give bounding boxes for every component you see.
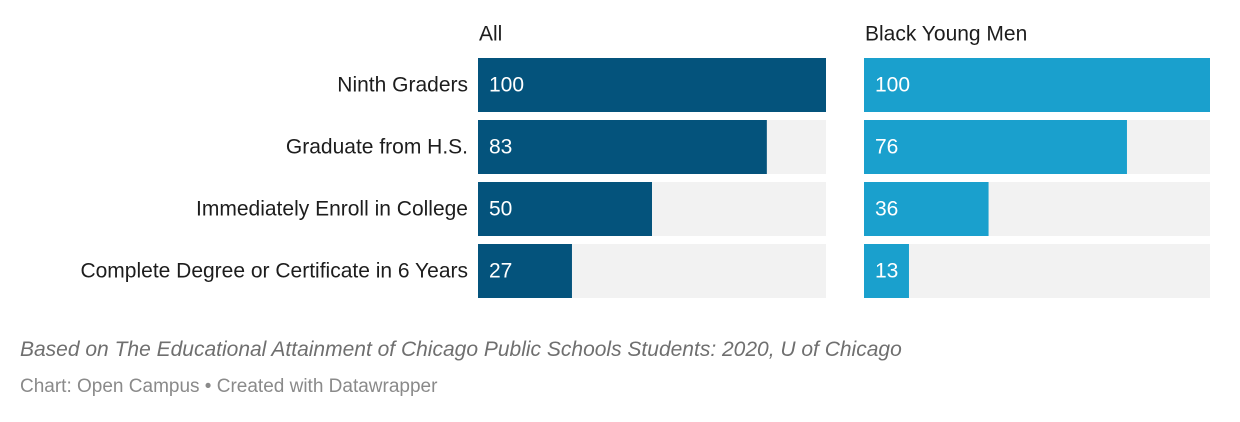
bar-all	[478, 182, 652, 236]
value-label: 27	[489, 260, 512, 283]
value-label: 100	[875, 74, 910, 97]
category-label: Complete Degree or Certificate in 6 Year…	[80, 260, 468, 283]
bar-black-young-men	[864, 120, 1127, 174]
panel-title: Black Young Men	[865, 23, 1027, 46]
value-label: 76	[875, 136, 898, 159]
value-label: 83	[489, 136, 512, 159]
category-label: Graduate from H.S.	[286, 136, 468, 159]
bar-black-young-men	[864, 244, 909, 298]
bar-all	[478, 120, 767, 174]
chart-notes: Based on The Educational Attainment of C…	[20, 338, 902, 361]
value-label: 100	[489, 74, 524, 97]
bar-chart: Ninth Graders Graduate from H.S. Immediate…	[80, 23, 1210, 298]
value-label: 36	[875, 198, 898, 221]
chart-byline: Chart: Open Campus • Created with Datawr…	[20, 376, 438, 397]
category-label: Ninth Graders	[337, 74, 468, 97]
bar-all	[478, 58, 826, 112]
bar-all	[478, 244, 572, 298]
category-label: Immediately Enroll in College	[196, 198, 468, 221]
value-label: 50	[489, 198, 512, 221]
bar-black-young-men	[864, 182, 989, 236]
value-label: 13	[875, 260, 898, 283]
panel-title: All	[479, 23, 502, 46]
bar-black-young-men	[864, 58, 1210, 112]
bar-background	[864, 244, 1210, 298]
